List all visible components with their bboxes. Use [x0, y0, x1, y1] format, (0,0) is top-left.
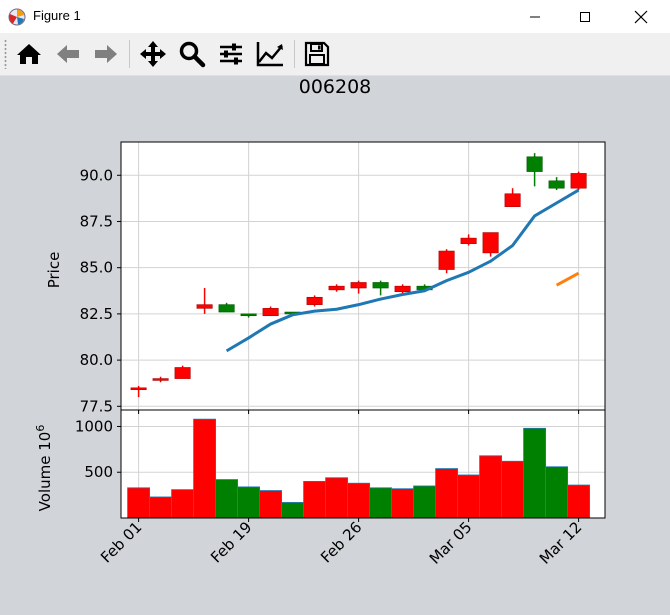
candle-body [328, 285, 345, 291]
candle-body [196, 304, 213, 309]
volume-bar [567, 484, 590, 519]
candlestick-chart: 77.5 80.0 82.5 85.0 87.5 90.0 500 1000 Feb 01 F… [34, 141, 606, 568]
candle-body [526, 156, 543, 172]
subplots-button[interactable] [215, 39, 247, 69]
x-tick-label: Mar 05 [426, 518, 476, 568]
price-y-tick-label: 87.5 [80, 212, 113, 230]
save-button[interactable] [301, 39, 333, 69]
x-tick-label: Feb 01 [97, 518, 145, 566]
volume-bars [127, 418, 590, 519]
volume-bar [545, 466, 568, 519]
volume-y-tick-label: 500 [84, 463, 113, 481]
candle-body [394, 285, 411, 293]
home-icon [17, 44, 41, 64]
zoom-icon [179, 41, 206, 68]
home-button[interactable] [13, 39, 45, 69]
x-tick-label: Feb 26 [317, 518, 365, 566]
volume-bar [215, 479, 239, 519]
price-y-ticks: 77.5 80.0 82.5 85.0 87.5 90.0 [80, 166, 121, 415]
navigation-toolbar [0, 33, 670, 76]
candle-body [460, 237, 477, 244]
price-y-tick-label: 85.0 [80, 259, 113, 277]
matplotlib-app-icon [8, 8, 26, 26]
pan-button[interactable] [137, 39, 169, 69]
volume-y-tick-label: 1000 [75, 417, 113, 435]
candle-body [306, 296, 323, 305]
chart-title: 006208 [298, 76, 372, 98]
volume-bar [303, 480, 327, 519]
save-icon [304, 41, 330, 67]
volume-bar [127, 487, 150, 519]
volume-bar [149, 496, 173, 519]
volume-bar [413, 485, 437, 519]
volume-bar [325, 477, 349, 519]
subplots-icon [220, 43, 242, 65]
candle-body [372, 282, 389, 289]
candle-body [262, 308, 279, 317]
volume-y-axis-label: Volume 106 [34, 425, 54, 512]
forward-button[interactable] [90, 39, 122, 69]
candle-body [350, 282, 367, 289]
window-title: Figure 1 [33, 8, 81, 23]
volume-bar [391, 488, 415, 519]
toolbar-separator [294, 40, 295, 68]
volume-axes-frame [120, 409, 606, 519]
toolbar-grip [4, 39, 7, 69]
volume-bar [369, 487, 393, 519]
volume-y-axis-label-text: Volume 10 [36, 432, 54, 512]
candle-body [504, 193, 521, 207]
back-button[interactable] [52, 39, 84, 69]
volume-bar [237, 486, 261, 519]
volume-y-axis-exponent: 6 [34, 425, 47, 432]
volume-y-ticks: 500 1000 [75, 417, 121, 481]
price-y-tick-label: 80.0 [80, 351, 113, 369]
edit-curves-button[interactable] [254, 39, 286, 69]
moving-average-line [225, 188, 580, 353]
volume-bar [457, 474, 481, 519]
volume-bar [259, 490, 283, 519]
candle-body [570, 173, 587, 189]
volume-bar [347, 482, 371, 519]
volume-bar [281, 502, 305, 519]
close-button[interactable] [616, 0, 666, 33]
candle-body [438, 250, 455, 270]
price-y-tick-label: 90.0 [80, 166, 113, 184]
candle-body [548, 180, 565, 189]
candle-body [152, 378, 169, 381]
close-icon [634, 10, 648, 23]
x-tick-label: Feb 19 [207, 518, 255, 566]
candle-body [240, 313, 257, 317]
minimize-icon [530, 16, 540, 17]
candle-body [130, 387, 147, 390]
edit-curves-icon [256, 42, 283, 67]
candle-body [482, 232, 499, 254]
volume-bar [193, 418, 217, 519]
pan-icon [140, 41, 166, 67]
moving-average-lines [225, 188, 580, 353]
candles [130, 153, 587, 398]
window-titlebar: Figure 1 [0, 0, 670, 33]
moving-average-line [555, 271, 580, 287]
x-tick-label: Mar 12 [536, 518, 586, 568]
maximize-icon [580, 11, 590, 22]
candle-body [218, 304, 235, 313]
volume-bar [479, 455, 503, 519]
price-axes-background [121, 142, 605, 410]
forward-icon [95, 45, 117, 63]
price-y-tick-label: 82.5 [80, 305, 113, 323]
zoom-button[interactable] [176, 39, 208, 69]
maximize-button[interactable] [560, 0, 610, 33]
price-grid [121, 142, 605, 410]
back-icon [57, 45, 79, 63]
volume-bar [171, 489, 195, 519]
volume-bar [435, 468, 459, 519]
volume-bar [501, 460, 525, 519]
minimize-button[interactable] [510, 0, 560, 33]
volume-bar [523, 427, 546, 519]
price-y-tick-label: 77.5 [80, 397, 113, 415]
price-y-axis-label: Price [45, 252, 63, 289]
candle-body [174, 367, 191, 379]
toolbar-separator [129, 40, 130, 68]
